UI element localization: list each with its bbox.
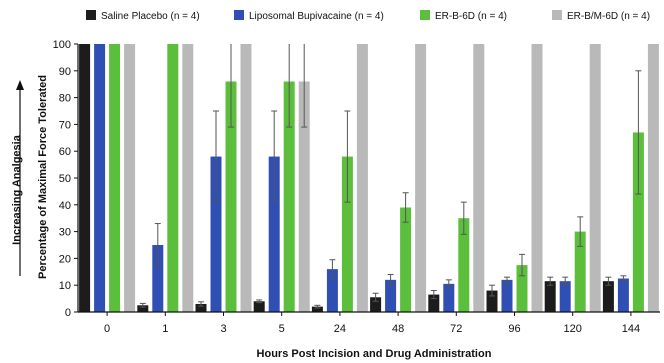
legend-swatch xyxy=(86,10,96,20)
y-tick-label: 90 xyxy=(59,66,71,78)
bar xyxy=(225,81,237,313)
bar xyxy=(182,44,194,312)
bar xyxy=(602,281,614,312)
axes: 0 1 3 5 24 48 72 96 120 144 0 10 20 30 40 50 60 70 80 90 100 xyxy=(53,39,660,335)
legend-label: Saline Placebo (n = 4) xyxy=(101,11,200,22)
legend-label: Liposomal Bupivacaine (n = 4) xyxy=(249,11,384,22)
bar xyxy=(195,303,207,312)
bar xyxy=(283,81,295,313)
bar xyxy=(167,44,179,312)
bar xyxy=(647,44,659,312)
y-tick-label: 60 xyxy=(59,146,71,158)
bar xyxy=(341,156,353,312)
bar xyxy=(443,283,455,312)
y-tick-label: 30 xyxy=(59,227,71,239)
bar xyxy=(268,156,280,312)
bar xyxy=(79,44,91,312)
x-tick-label: 120 xyxy=(564,323,582,335)
bar xyxy=(617,278,629,312)
bar xyxy=(109,44,121,312)
bar xyxy=(501,279,513,312)
bar xyxy=(531,44,543,312)
bar xyxy=(298,81,310,313)
bar xyxy=(210,156,222,312)
x-tick-label: 24 xyxy=(334,323,346,335)
bar xyxy=(559,281,571,312)
bar xyxy=(516,265,528,312)
x-tick-label: 96 xyxy=(508,323,520,335)
bar xyxy=(400,207,412,312)
bar xyxy=(240,44,252,312)
legend-swatch xyxy=(552,10,562,20)
x-tick-label: 48 xyxy=(392,323,404,335)
bar xyxy=(473,44,485,312)
y-tick-label: 50 xyxy=(59,173,71,185)
x-axis-label: Hours Post Incision and Drug Administrat… xyxy=(257,348,492,360)
x-tick-label: 5 xyxy=(279,323,285,335)
bar xyxy=(415,44,427,312)
bar xyxy=(458,218,470,312)
bar xyxy=(385,279,397,312)
bar xyxy=(574,231,586,312)
x-tick-label: 72 xyxy=(450,323,462,335)
y-tick-label: 10 xyxy=(59,280,71,292)
bar xyxy=(428,294,440,312)
bar xyxy=(370,297,382,312)
x-tick-label: 144 xyxy=(622,323,640,335)
bar xyxy=(124,44,136,312)
bar xyxy=(137,305,149,312)
bar xyxy=(632,132,644,312)
y-tick-label: 0 xyxy=(65,307,71,319)
bar xyxy=(94,44,106,312)
y-tick-label: 80 xyxy=(59,93,71,105)
x-tick-label: 0 xyxy=(104,323,110,335)
bar xyxy=(326,269,338,312)
bar xyxy=(486,290,498,312)
bar xyxy=(544,281,556,312)
y-tick-label: 70 xyxy=(59,119,71,131)
side-arrow xyxy=(16,80,24,276)
y-tick-label: 40 xyxy=(59,200,71,212)
bar xyxy=(152,245,164,312)
bar xyxy=(311,306,323,312)
bar xyxy=(356,44,368,312)
bar xyxy=(589,44,601,312)
y-tick-label: 100 xyxy=(53,39,71,51)
y-tick-label: 20 xyxy=(59,253,71,265)
y-axis-label: Percentage of Maximal Force Tolerated xyxy=(37,75,49,279)
x-tick-label: 3 xyxy=(220,323,226,335)
legend-label: ER-B-6D (n = 4) xyxy=(435,11,507,22)
x-tick-label: 1 xyxy=(162,323,168,335)
legend-label: ER-B/M-6D (n = 4) xyxy=(567,11,650,22)
legend: Saline Placebo (n = 4) Liposomal Bupivaca… xyxy=(86,10,650,22)
legend-swatch xyxy=(420,10,430,20)
legend-swatch xyxy=(234,10,244,20)
bar xyxy=(253,301,265,312)
side-label: Increasing Analgesia xyxy=(11,134,23,245)
bars xyxy=(79,44,659,313)
